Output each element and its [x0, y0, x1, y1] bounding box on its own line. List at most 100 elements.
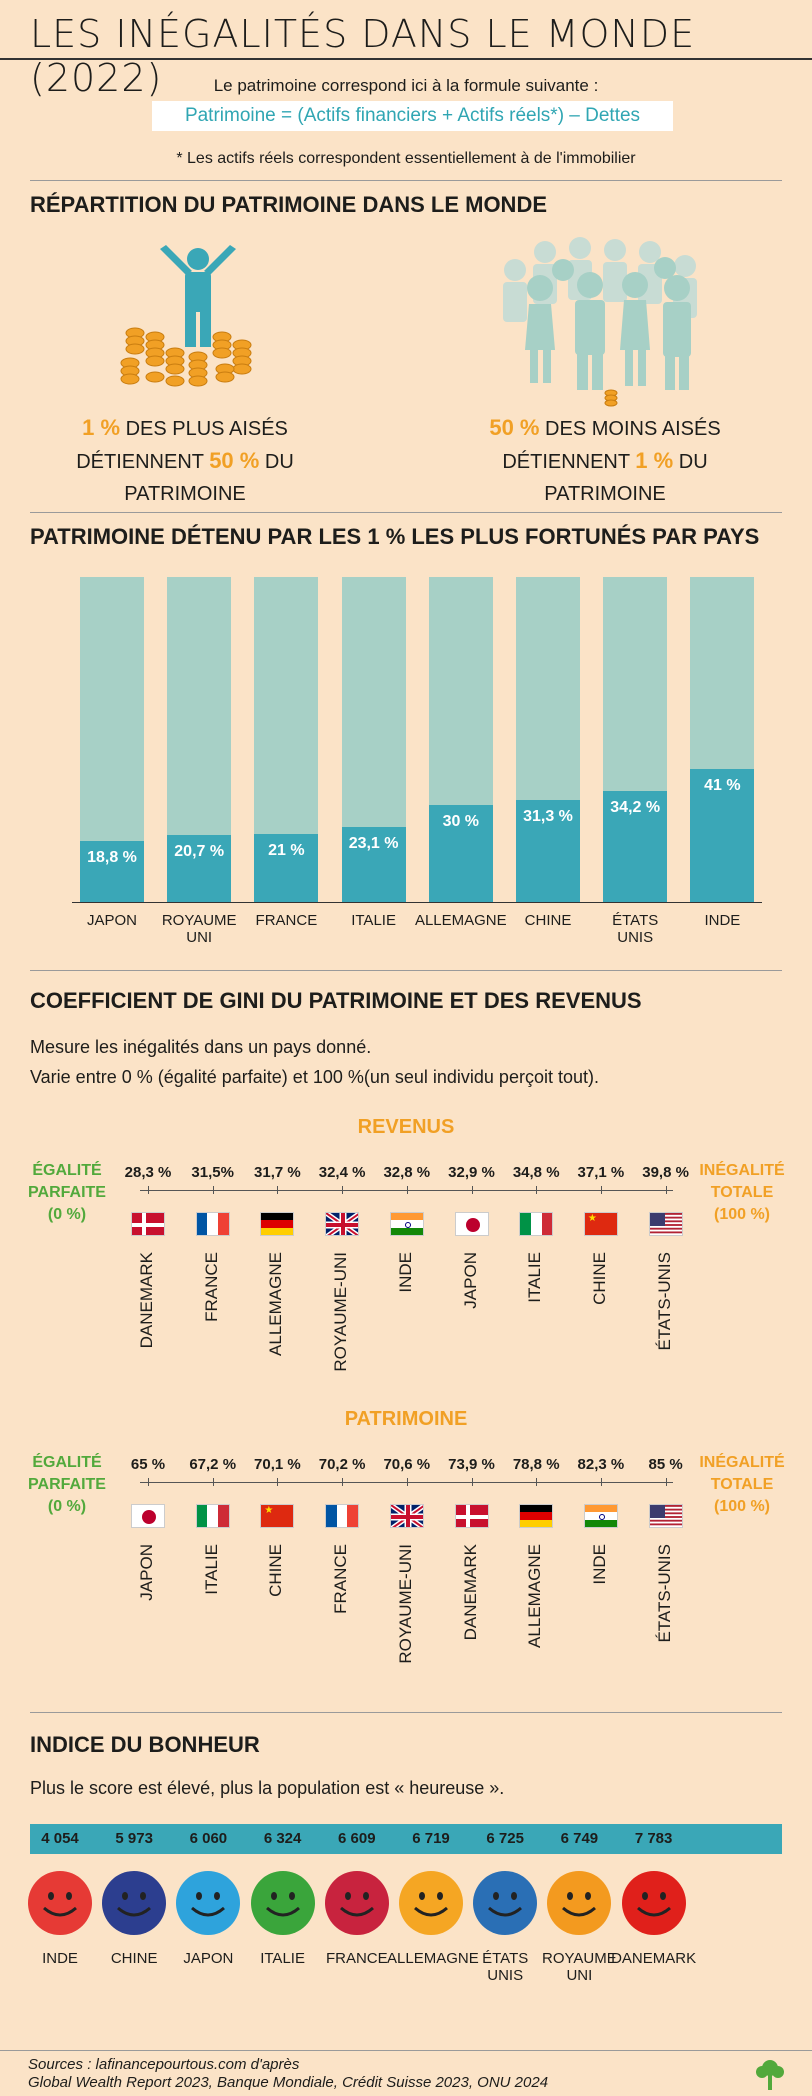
stat-percent: 1 %: [635, 448, 674, 473]
flag-icon: [648, 1504, 683, 1528]
chart-title: PATRIMOINE DÉTENU PAR LES 1 % LES PLUS F…: [30, 524, 760, 549]
bar-value-label: 23,1 %: [348, 834, 399, 852]
equality-label-line: ÉGALITÉ: [32, 1454, 102, 1471]
equality-label-line: PARFAITE: [28, 1476, 106, 1493]
scale-tick: [148, 1186, 149, 1194]
equality-label: ÉGALITÉ PARFAITE (0 %): [22, 1160, 112, 1226]
scale-tick: [665, 1478, 667, 1486]
category-label: JAPON: [86, 912, 137, 929]
gini-value: 70,1 %: [254, 1456, 301, 1473]
inequality-label-line: TOTALE: [710, 1184, 774, 1201]
flag-icon: [519, 1212, 554, 1236]
gini-value: 32,8 %: [383, 1164, 431, 1181]
flag-icon: [454, 1504, 489, 1528]
flag-icon: [583, 1504, 618, 1528]
country-label: INDE: [395, 1252, 415, 1293]
section-divider: [30, 1712, 782, 1713]
formula-intro: Le patrimoine correspond ici à la formul…: [213, 76, 599, 95]
gini-title: COEFFICIENT DE GINI DU PATRIMOINE ET DES…: [30, 988, 642, 1013]
stat-text: DU PATRIMOINE: [544, 451, 708, 505]
scale-tick: [342, 1186, 344, 1194]
scale-tick: [148, 1478, 149, 1486]
scale-tick: [212, 1478, 214, 1486]
stat-text: DÉTIENNENT: [76, 451, 204, 473]
section-divider: [30, 180, 782, 181]
equality-label-line: ÉGALITÉ: [32, 1162, 102, 1179]
country-label: ROYAUME UNI: [535, 1950, 623, 1984]
flag-icon: [648, 1212, 683, 1236]
country-label: ROYAUME-UNI: [395, 1544, 415, 1664]
inequality-label-line: INÉGALITÉ: [699, 1454, 785, 1471]
flag-icon: [260, 1212, 295, 1236]
flag-icon: ★: [583, 1212, 618, 1236]
bonheur-title: INDICE DU BONHEUR: [30, 1732, 260, 1757]
gini-description: Mesure les inégalités dans un pays donné…: [30, 1032, 599, 1092]
section-divider: [30, 970, 782, 971]
gini-revenus-scale: ÉGALITÉ PARFAITE (0 %) INÉGALITÉ TOTALE (100 …: [0, 1160, 812, 1380]
country-label: FRANCE: [331, 1544, 351, 1614]
top-1-stat: 1 % DES PLUS AISÉS DÉTIENNENT 50 % DU PA…: [20, 412, 350, 510]
score-strip: [30, 1824, 782, 1854]
happiness-score: 7 783: [634, 1830, 673, 1847]
gini-desc-line: Varie entre 0 % (égalité parfaite) et 10…: [30, 1067, 599, 1087]
country-label-line: FRANCE: [325, 1950, 388, 1967]
gini-value: 31,7 %: [254, 1164, 301, 1181]
stat-text: DÉTIENNENT: [502, 451, 630, 473]
country-label-line: UNI: [566, 1967, 593, 1984]
scale-tick: [471, 1478, 473, 1486]
patrimoine-title: PATRIMOINE: [344, 1408, 468, 1430]
stat-percent: 1 %: [82, 415, 121, 440]
smiley-icon: [547, 1871, 612, 1935]
gini-value: 37,1 %: [577, 1164, 625, 1181]
flag-icon: [131, 1504, 165, 1528]
bar: [341, 826, 406, 902]
scale-tick: [277, 1186, 279, 1194]
gini-value: 73,9 %: [448, 1456, 495, 1473]
happiness-ranking: 4 054 INDE 5 973 CHINE 6 060 JAPON 6 324 ITALIE…: [0, 1824, 812, 2004]
gini-patrimoine-scale: ÉGALITÉ PARFAITE (0 %) INÉGALITÉ TOTALE (100 …: [0, 1452, 812, 1672]
country-label: INDE: [589, 1544, 609, 1585]
tree-logo: [756, 2060, 784, 2090]
category-label: ALLEMAGNE: [414, 912, 507, 929]
repartition-title: RÉPARTITION DU PATRIMOINE DANS LE MONDE: [30, 192, 547, 217]
happiness-score: 6 060: [189, 1830, 228, 1847]
flag-icon: [389, 1212, 424, 1236]
category-label: INDE: [704, 912, 741, 929]
country-label: ITALIE: [239, 1950, 327, 1967]
bar: [603, 790, 668, 902]
inequality-label-line: (100 %): [713, 1206, 771, 1223]
gini-value: 32,9 %: [448, 1164, 495, 1181]
category-label: ÉTATS UNIS: [612, 912, 659, 946]
country-label-line: ITALIE: [260, 1950, 305, 1967]
inequality-label-line: (100 %): [713, 1498, 771, 1515]
country-label: ÉTATS-UNIS: [654, 1544, 674, 1643]
happiness-score: 6 609: [338, 1830, 376, 1847]
country-label: ÉTATS-UNIS: [654, 1252, 674, 1351]
happiness-score: 6 324: [263, 1830, 302, 1847]
bottom-50-stat: 50 % DES MOINS AISÉS DÉTIENNENT 1 % DU P…: [440, 412, 770, 510]
stat-text: DU PATRIMOINE: [124, 451, 294, 505]
bonheur-description: Plus le score est élevé, plus la populat…: [30, 1778, 505, 1798]
bar-value-label: 34,2 %: [610, 798, 661, 816]
smiley-icon: [28, 1871, 92, 1935]
stat-text: DES MOINS AISÉS: [545, 418, 721, 440]
equality-label: ÉGALITÉ PARFAITE (0 %): [22, 1452, 112, 1518]
country-label: ÉTATS UNIS: [461, 1950, 549, 1984]
equality-label-line: PARFAITE: [28, 1184, 106, 1201]
bar: [80, 840, 144, 902]
flag-icon: [325, 1504, 360, 1528]
scale-line: [140, 1190, 673, 1191]
country-label: DANEMARK: [460, 1544, 480, 1641]
rich-person-illustration: [120, 245, 252, 387]
bar-value-label: 31,3 %: [523, 808, 573, 826]
formula-box: Patrimoine = (Actifs financiers + Actifs…: [152, 101, 673, 131]
country-label-line: CHINE: [110, 1950, 158, 1967]
bar: [428, 804, 493, 902]
smiley-icon: [621, 1871, 686, 1935]
stat-percent: 50 %: [209, 448, 260, 473]
bar-value-label: 21 %: [268, 841, 305, 859]
bar-value-label: 18,8 %: [87, 848, 137, 866]
bar: [690, 768, 755, 902]
scale-tick: [536, 1478, 538, 1486]
section-divider: [30, 512, 782, 513]
